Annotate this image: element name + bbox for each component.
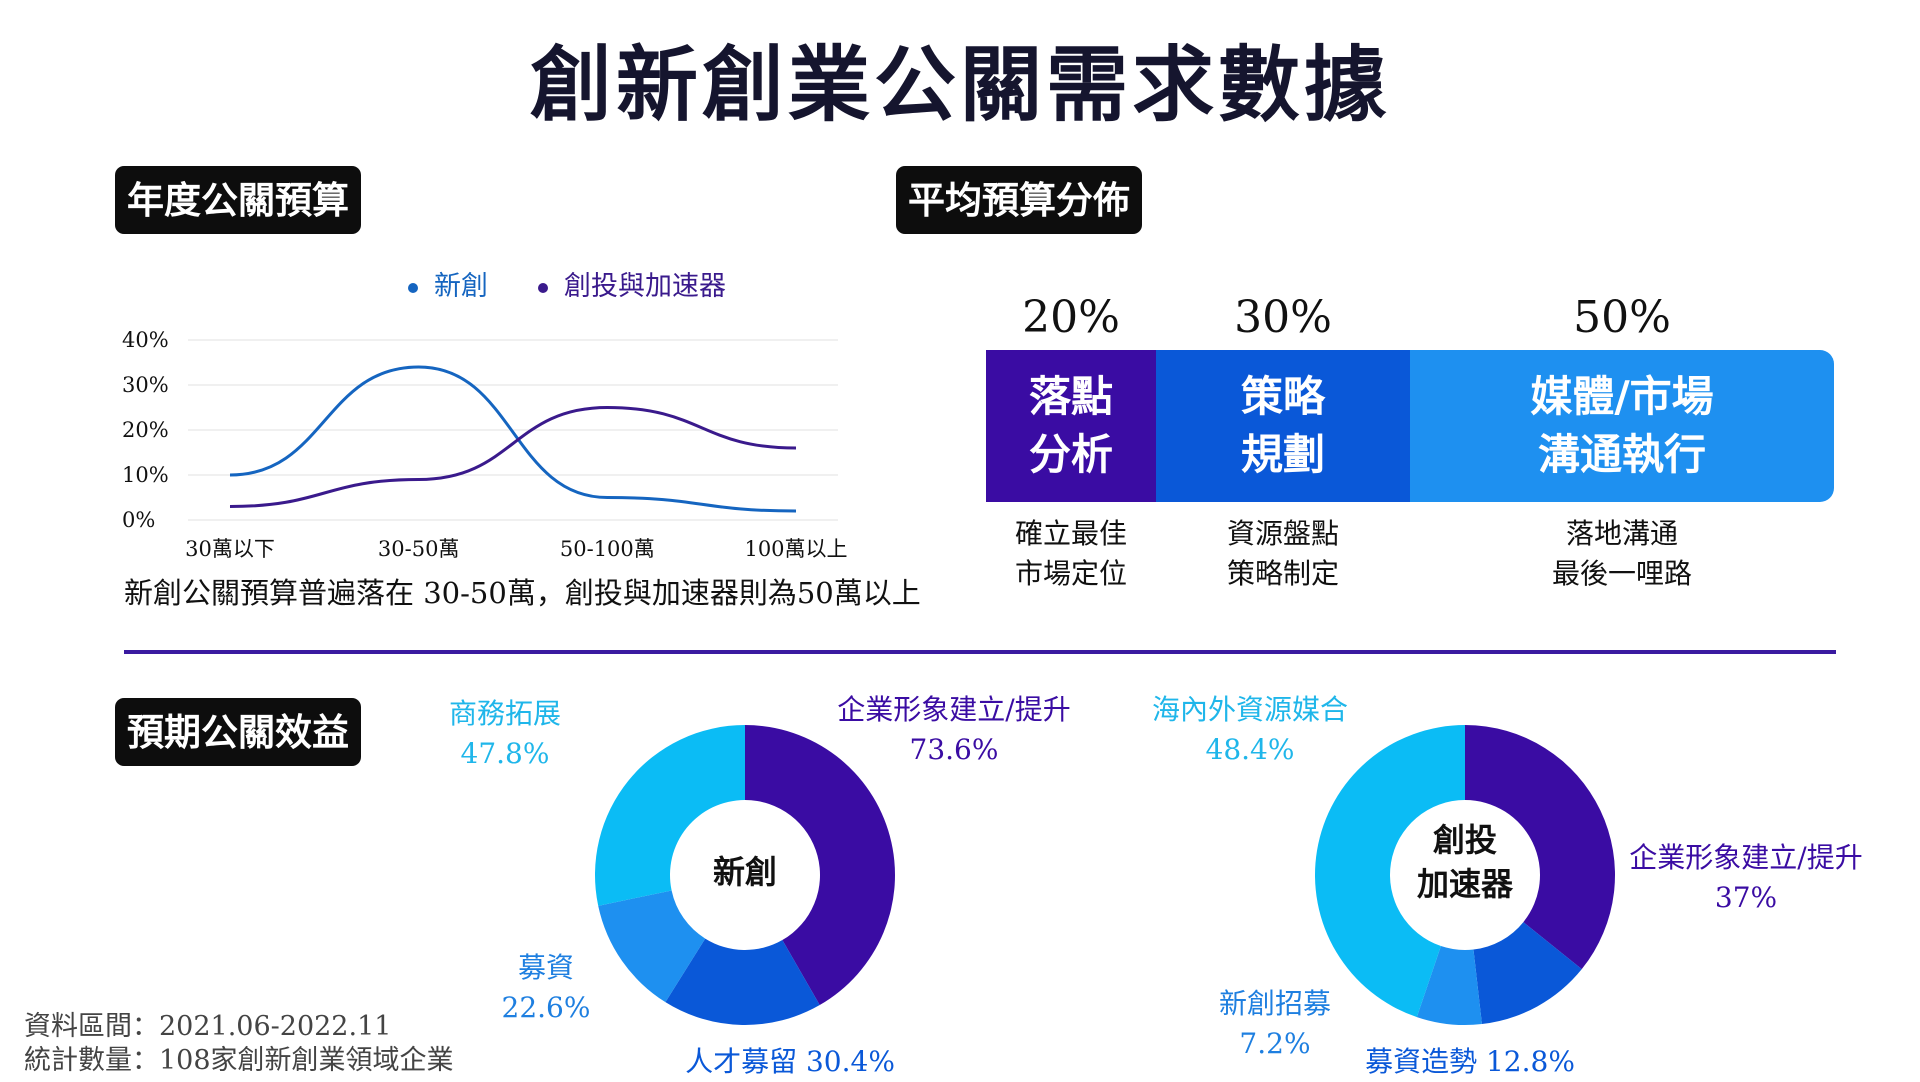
budget-segment-media: 媒體/市場 溝通執行 — [1410, 350, 1834, 502]
slice-label-name: 企業形象建立/提升 — [834, 690, 1074, 730]
segment-subcaption-2: 資源盤點 策略制定 — [1156, 514, 1410, 594]
slice-label-matching: 海內外資源媒合 48.4% — [1150, 690, 1350, 770]
y-tick-label: 10% — [122, 463, 169, 487]
center-line: 新創 — [655, 850, 835, 894]
segment-label: 分析 — [1029, 426, 1113, 484]
section-badge-benefits: 預期公關效益 — [115, 698, 361, 766]
footer-count: 統計數量：108家創新創業領域企業 — [24, 1044, 454, 1078]
slice-label-value: 7.2% — [1210, 1024, 1340, 1064]
segment-label: 策略 — [1241, 368, 1325, 426]
slice-label-fundraising: 募資造勢 12.8% — [1360, 1042, 1580, 1082]
center-line: 加速器 — [1375, 862, 1555, 906]
segment-pct-2: 30% — [1156, 292, 1410, 343]
segment-subcaption-1: 確立最佳 市場定位 — [986, 514, 1156, 594]
donut-center-label: 創投 加速器 — [1375, 818, 1555, 906]
subcaption-line: 最後一哩路 — [1410, 554, 1834, 594]
slice-label-value: 30.4% — [806, 1045, 895, 1078]
line-chart: 0% 10% 20% 30% 40% 30萬以下 30-50萬 50-100萬 100萬以上 — [100, 310, 880, 570]
legend-label: 創投與加速器 — [564, 271, 726, 302]
slice-label-image: 企業形象建立/提升 73.6% — [834, 690, 1074, 770]
segment-pct-3: 50% — [1410, 292, 1834, 343]
segment-label: 媒體/市場 — [1530, 368, 1713, 426]
legend-item-vc: 創投與加速器 — [538, 264, 726, 303]
slice-label-value: 73.6% — [834, 730, 1074, 770]
slice-label-name: 人才募留 — [685, 1045, 797, 1078]
segment-subcaption-3: 落地溝通 最後一哩路 — [1410, 514, 1834, 594]
slice-label-funding: 募資 22.6% — [496, 948, 596, 1028]
y-tick-label: 30% — [122, 373, 169, 397]
subcaption-line: 資源盤點 — [1156, 514, 1410, 554]
center-line: 創投 — [1375, 818, 1555, 862]
legend-dot-icon — [408, 283, 418, 293]
slice-label-name: 商務拓展 — [440, 694, 570, 734]
budget-segment-strategy: 策略 規劃 — [1156, 350, 1410, 502]
slice-label-business: 商務拓展 47.8% — [440, 694, 570, 774]
section-badge-distribution: 平均預算分佈 — [896, 166, 1142, 234]
budget-segment-analysis: 落點 分析 — [986, 350, 1156, 502]
x-tick-label: 30-50萬 — [378, 537, 460, 561]
slice-label-name: 企業形象建立/提升 — [1626, 838, 1866, 878]
segment-label: 溝通執行 — [1538, 426, 1706, 484]
legend-dot-icon — [538, 283, 548, 293]
subcaption-line: 市場定位 — [986, 554, 1156, 594]
legend-label: 新創 — [434, 271, 488, 302]
slice-label-talent: 人才募留 30.4% — [680, 1042, 900, 1082]
slice-label-value: 22.6% — [496, 988, 596, 1028]
slice-label-value: 12.8% — [1486, 1045, 1575, 1078]
subcaption-line: 確立最佳 — [986, 514, 1156, 554]
x-tick-label: 30萬以下 — [185, 537, 275, 561]
slice-label-value: 48.4% — [1150, 730, 1350, 770]
slice-label-name: 海內外資源媒合 — [1150, 690, 1350, 730]
y-tick-label: 20% — [122, 418, 169, 442]
series-line-startup — [230, 367, 796, 511]
donut-center-label: 新創 — [655, 850, 835, 894]
slice-label-value: 47.8% — [440, 734, 570, 774]
subcaption-line: 策略制定 — [1156, 554, 1410, 594]
slice-label-name: 募資 — [496, 948, 596, 988]
subcaption-line: 落地溝通 — [1410, 514, 1834, 554]
y-tick-label: 0% — [122, 508, 155, 532]
line-chart-caption: 新創公關預算普遍落在 30-50萬，創投與加速器則為50萬以上 — [124, 570, 921, 612]
slice-label-value: 37% — [1626, 878, 1866, 918]
page-title: 創新創業公關需求數據 — [0, 18, 1920, 137]
slice-label-name: 新創招募 — [1210, 984, 1340, 1024]
segment-label: 落點 — [1029, 368, 1113, 426]
segment-label: 規劃 — [1241, 426, 1325, 484]
x-tick-label: 100萬以上 — [744, 537, 847, 561]
section-divider — [124, 650, 1836, 654]
section-badge-budget: 年度公關預算 — [115, 166, 361, 234]
footer-period: 資料區間：2021.06-2022.11 — [24, 1010, 454, 1044]
slice-label-name: 募資造勢 — [1365, 1045, 1477, 1078]
legend-item-startup: 新創 — [408, 264, 488, 303]
series-line-vc — [230, 408, 796, 507]
slice-label-recruit: 新創招募 7.2% — [1210, 984, 1340, 1064]
x-tick-label: 50-100萬 — [560, 537, 655, 561]
y-tick-label: 40% — [122, 328, 169, 352]
slice-label-image-vc: 企業形象建立/提升 37% — [1626, 838, 1866, 918]
segment-pct-1: 20% — [986, 292, 1156, 343]
footer-notes: 資料區間：2021.06-2022.11 統計數量：108家創新創業領域企業 — [24, 1010, 454, 1078]
